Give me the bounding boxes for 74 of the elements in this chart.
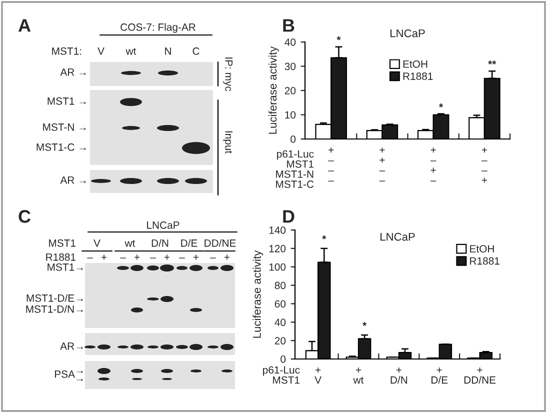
category-label: V	[94, 240, 100, 247]
y-tick-label: 30	[284, 62, 296, 70]
text: LNCaP	[147, 221, 180, 229]
legend-label: EtOH	[470, 245, 494, 253]
x-tick-label: + D/E	[432, 367, 448, 384]
text: MST1-C →	[36, 143, 86, 151]
text: A	[18, 19, 31, 32]
annotation: *	[336, 36, 341, 40]
legend-label: R1881	[470, 257, 500, 265]
category-label: N	[165, 48, 171, 55]
text: MST1:	[52, 47, 82, 55]
y-axis-title: Luciferase activity	[268, 46, 279, 134]
text: →	[76, 370, 83, 374]
text: p61-Luc MST1 MST1-N MST1-C	[276, 150, 314, 188]
x-tick-label: + – – –	[328, 147, 334, 182]
annotation: *	[438, 103, 443, 108]
category-label: D/E	[181, 239, 198, 247]
y-tick-label: 100	[269, 263, 286, 271]
category-label: D/N	[152, 239, 168, 247]
y-tick-label: 140	[269, 226, 286, 234]
y-tick-label: 120	[269, 244, 286, 252]
category-label: wt	[126, 48, 136, 55]
x-tick-label: + wt	[353, 367, 364, 384]
y-tick-label: 20	[284, 87, 296, 94]
text: D	[283, 210, 294, 223]
y-axis-title: Luciferase activity	[252, 250, 264, 338]
annotation: *	[362, 322, 367, 326]
y-tick-label: 80	[274, 282, 286, 290]
legend-label: EtOH	[403, 60, 428, 68]
text: +	[224, 254, 230, 260]
category-label: C	[192, 47, 200, 55]
x-tick-label: + – – +	[482, 147, 488, 183]
x-tick-label: + + – –	[379, 147, 386, 182]
text: →	[76, 378, 83, 382]
text: COS-7: Flag-AR	[120, 23, 196, 33]
chart-title: LNCaP	[380, 232, 415, 241]
y-tick-label: 0	[280, 356, 286, 363]
annotation: *	[322, 235, 326, 240]
text: +	[193, 254, 199, 260]
y-tick-label: 60	[274, 300, 286, 308]
text: MST1→	[48, 263, 83, 271]
text: p61-Luc MST1	[263, 366, 300, 384]
text: AR →	[60, 176, 86, 184]
y-tick-label: 40	[284, 38, 296, 46]
x-tick-label: + DD/NE	[464, 367, 496, 384]
text: IP: myc	[223, 58, 232, 92]
x-tick-label: + – + –	[430, 147, 436, 182]
text: +	[164, 254, 170, 260]
text: R1881	[46, 253, 76, 261]
annotation: **	[488, 60, 496, 64]
category-label: V	[98, 48, 104, 55]
chart-title: LNCaP	[390, 29, 425, 38]
text: MST1-D/N→	[26, 305, 83, 313]
text: PSA	[55, 370, 75, 378]
text: B	[283, 19, 294, 32]
x-tick-label: + D/N	[390, 367, 408, 384]
text: AR→	[60, 342, 83, 350]
text: +	[101, 254, 107, 260]
y-tick-label: 0	[290, 136, 296, 143]
text: MST1 →	[48, 97, 86, 105]
text: +	[134, 254, 140, 260]
text: AR →	[60, 68, 86, 76]
text: MST1	[49, 239, 76, 247]
y-tick-label: 20	[274, 337, 286, 344]
text: Input	[223, 131, 232, 154]
category-label: wt	[124, 240, 136, 247]
text: C	[18, 210, 31, 223]
category-label: DD/NE	[204, 239, 236, 247]
text: MST1-D/E→	[26, 294, 83, 302]
text: MST-N →	[43, 123, 86, 131]
legend-label: R1881	[403, 72, 433, 80]
y-tick-label: 40	[274, 318, 286, 326]
x-tick-label: + V	[314, 367, 322, 384]
y-tick-label: 10	[285, 111, 296, 119]
